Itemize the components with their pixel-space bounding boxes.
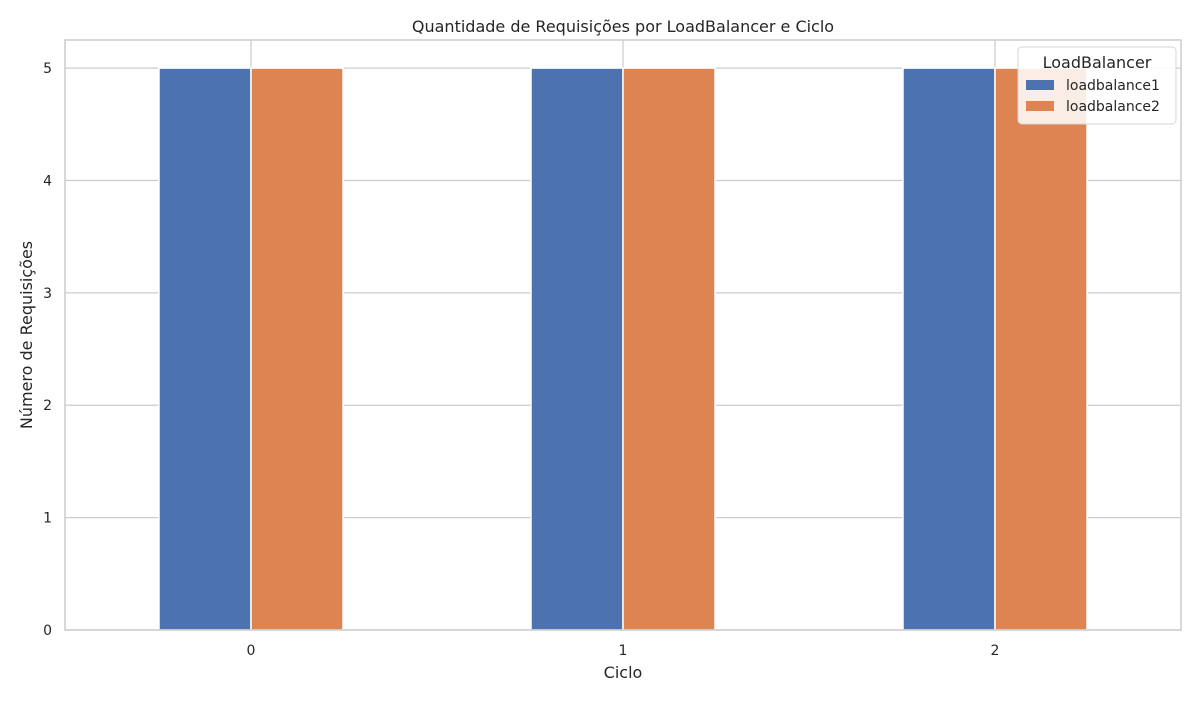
bar-loadbalance1-ciclo-1	[530, 67, 624, 631]
y-tick-label: 0	[43, 623, 52, 639]
bar-loadbalance2-ciclo-2	[994, 67, 1088, 631]
x-tick-label: 1	[619, 643, 628, 659]
x-axis-label: Ciclo	[604, 663, 643, 682]
y-tick-label: 3	[43, 286, 52, 302]
legend: LoadBalancer loadbalance1 loadbalance2	[1017, 46, 1177, 125]
plot-border	[64, 39, 1182, 631]
tick-labels: 0 1 2 3 4 5 0 1 2	[43, 61, 999, 659]
legend-label-loadbalance1: loadbalance1	[1066, 78, 1160, 94]
plot-frame	[64, 39, 1182, 631]
legend-box	[1017, 46, 1177, 125]
y-tick-label: 1	[43, 511, 52, 527]
x-tick-label: 2	[991, 643, 1000, 659]
bar-loadbalance1-ciclo-0	[158, 67, 252, 631]
y-tick-label: 5	[43, 61, 52, 77]
bars	[158, 67, 1088, 631]
chart-title: Quantidade de Requisições por LoadBalanc…	[412, 17, 834, 36]
bar-loadbalance1-ciclo-2	[902, 67, 996, 631]
y-tick-label: 2	[43, 398, 52, 414]
y-axis-label: Número de Requisições	[17, 241, 36, 429]
bar-loadbalance2-ciclo-0	[250, 67, 344, 631]
x-tick-label: 0	[247, 643, 256, 659]
legend-title: LoadBalancer	[1043, 53, 1152, 72]
bar-loadbalance2-ciclo-1	[622, 67, 716, 631]
legend-swatch-loadbalance1	[1026, 80, 1054, 90]
legend-label-loadbalance2: loadbalance2	[1066, 99, 1160, 115]
legend-swatch-loadbalance2	[1026, 101, 1054, 111]
y-tick-label: 4	[43, 173, 52, 189]
